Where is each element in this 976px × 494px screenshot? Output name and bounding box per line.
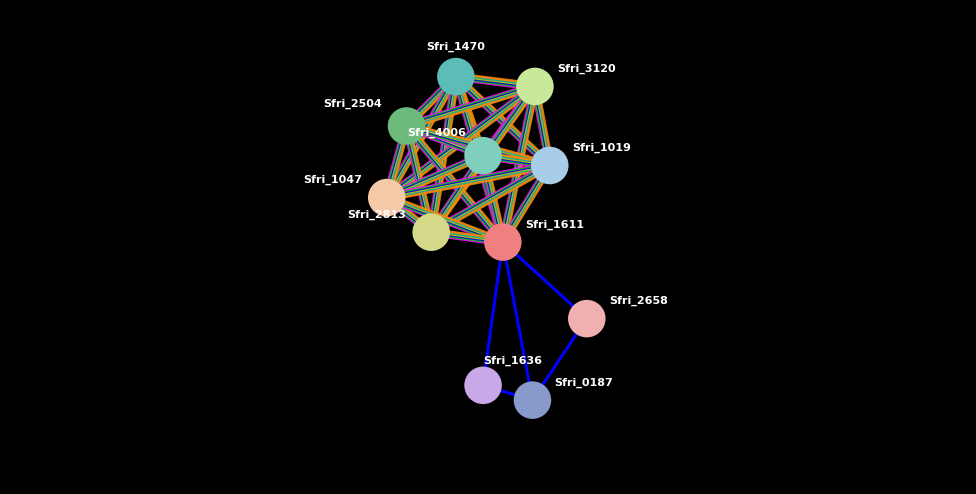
Circle shape <box>437 58 474 95</box>
Circle shape <box>531 147 569 184</box>
Text: Sfri_1470: Sfri_1470 <box>427 41 485 52</box>
Circle shape <box>513 381 551 419</box>
Text: Sfri_1611: Sfri_1611 <box>525 219 584 230</box>
Text: Sfri_2813: Sfri_2813 <box>347 209 406 220</box>
Circle shape <box>516 68 553 105</box>
Circle shape <box>484 223 521 261</box>
Circle shape <box>387 107 426 145</box>
Text: Sfri_4006: Sfri_4006 <box>407 128 466 138</box>
Text: Sfri_3120: Sfri_3120 <box>557 64 616 74</box>
Text: Sfri_2658: Sfri_2658 <box>609 296 668 306</box>
Circle shape <box>465 367 502 404</box>
Text: Sfri_2504: Sfri_2504 <box>323 98 382 109</box>
Text: Sfri_1636: Sfri_1636 <box>483 355 542 366</box>
Circle shape <box>413 213 450 251</box>
Text: Sfri_1047: Sfri_1047 <box>304 175 362 185</box>
Text: Sfri_0187: Sfri_0187 <box>554 377 614 388</box>
Circle shape <box>368 179 405 216</box>
Circle shape <box>465 137 502 174</box>
Text: Sfri_1019: Sfri_1019 <box>572 143 630 153</box>
Circle shape <box>568 300 605 337</box>
